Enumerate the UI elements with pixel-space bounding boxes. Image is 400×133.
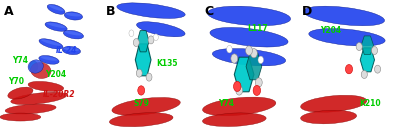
Ellipse shape [11,92,67,105]
Ellipse shape [63,30,84,39]
Circle shape [374,65,381,73]
Circle shape [253,85,260,95]
Ellipse shape [303,6,384,26]
Ellipse shape [66,13,81,16]
Circle shape [246,46,252,55]
Ellipse shape [309,29,385,46]
Text: L117: L117 [247,24,268,33]
Text: A: A [4,5,14,18]
Ellipse shape [62,46,80,55]
Circle shape [146,73,152,81]
Circle shape [356,43,362,51]
Text: K210: K210 [359,99,381,108]
Text: Y74: Y74 [12,55,28,65]
Circle shape [154,34,158,41]
Text: Y74: Y74 [218,99,234,108]
Text: Y70: Y70 [8,77,24,86]
Ellipse shape [210,27,288,47]
Circle shape [138,86,145,95]
Ellipse shape [109,113,173,127]
Ellipse shape [202,113,266,126]
Ellipse shape [8,87,33,99]
Ellipse shape [301,95,367,112]
Ellipse shape [30,61,38,72]
Circle shape [148,36,154,44]
Ellipse shape [47,23,66,28]
Ellipse shape [31,63,51,78]
Text: C: C [204,5,213,18]
Ellipse shape [212,49,286,66]
Ellipse shape [117,3,185,18]
Polygon shape [234,57,254,92]
Polygon shape [135,44,151,76]
Text: B: B [106,5,116,18]
Circle shape [234,81,241,92]
Text: D: D [302,5,312,18]
Circle shape [255,78,262,87]
Ellipse shape [28,81,64,92]
Circle shape [250,49,257,58]
Text: K135: K135 [156,59,178,68]
Ellipse shape [41,39,61,46]
Ellipse shape [45,22,67,31]
Text: S79: S79 [133,99,149,108]
Text: Y204: Y204 [320,26,342,35]
Circle shape [372,47,378,55]
Polygon shape [360,48,374,72]
Polygon shape [361,36,374,55]
Circle shape [231,54,238,63]
Circle shape [361,70,367,78]
Ellipse shape [39,39,63,49]
Polygon shape [246,53,262,80]
Ellipse shape [300,110,357,124]
Text: IL-24: IL-24 [56,46,78,55]
Ellipse shape [136,22,185,37]
Circle shape [346,65,352,74]
Ellipse shape [112,97,180,115]
Ellipse shape [48,5,64,11]
Text: IL-20R2: IL-20R2 [43,90,75,99]
Ellipse shape [28,60,43,73]
Ellipse shape [40,56,58,61]
Text: Y204: Y204 [45,70,66,79]
Circle shape [136,69,142,77]
Circle shape [133,39,139,47]
Ellipse shape [64,47,79,51]
Circle shape [227,45,232,53]
Ellipse shape [47,4,65,14]
Ellipse shape [65,31,82,36]
Circle shape [258,56,264,64]
Ellipse shape [64,12,82,20]
Circle shape [236,86,243,95]
Ellipse shape [0,113,41,121]
Circle shape [129,30,134,37]
Ellipse shape [5,104,56,114]
Ellipse shape [39,55,59,64]
Ellipse shape [202,97,276,116]
Ellipse shape [208,6,290,26]
Polygon shape [137,31,149,52]
